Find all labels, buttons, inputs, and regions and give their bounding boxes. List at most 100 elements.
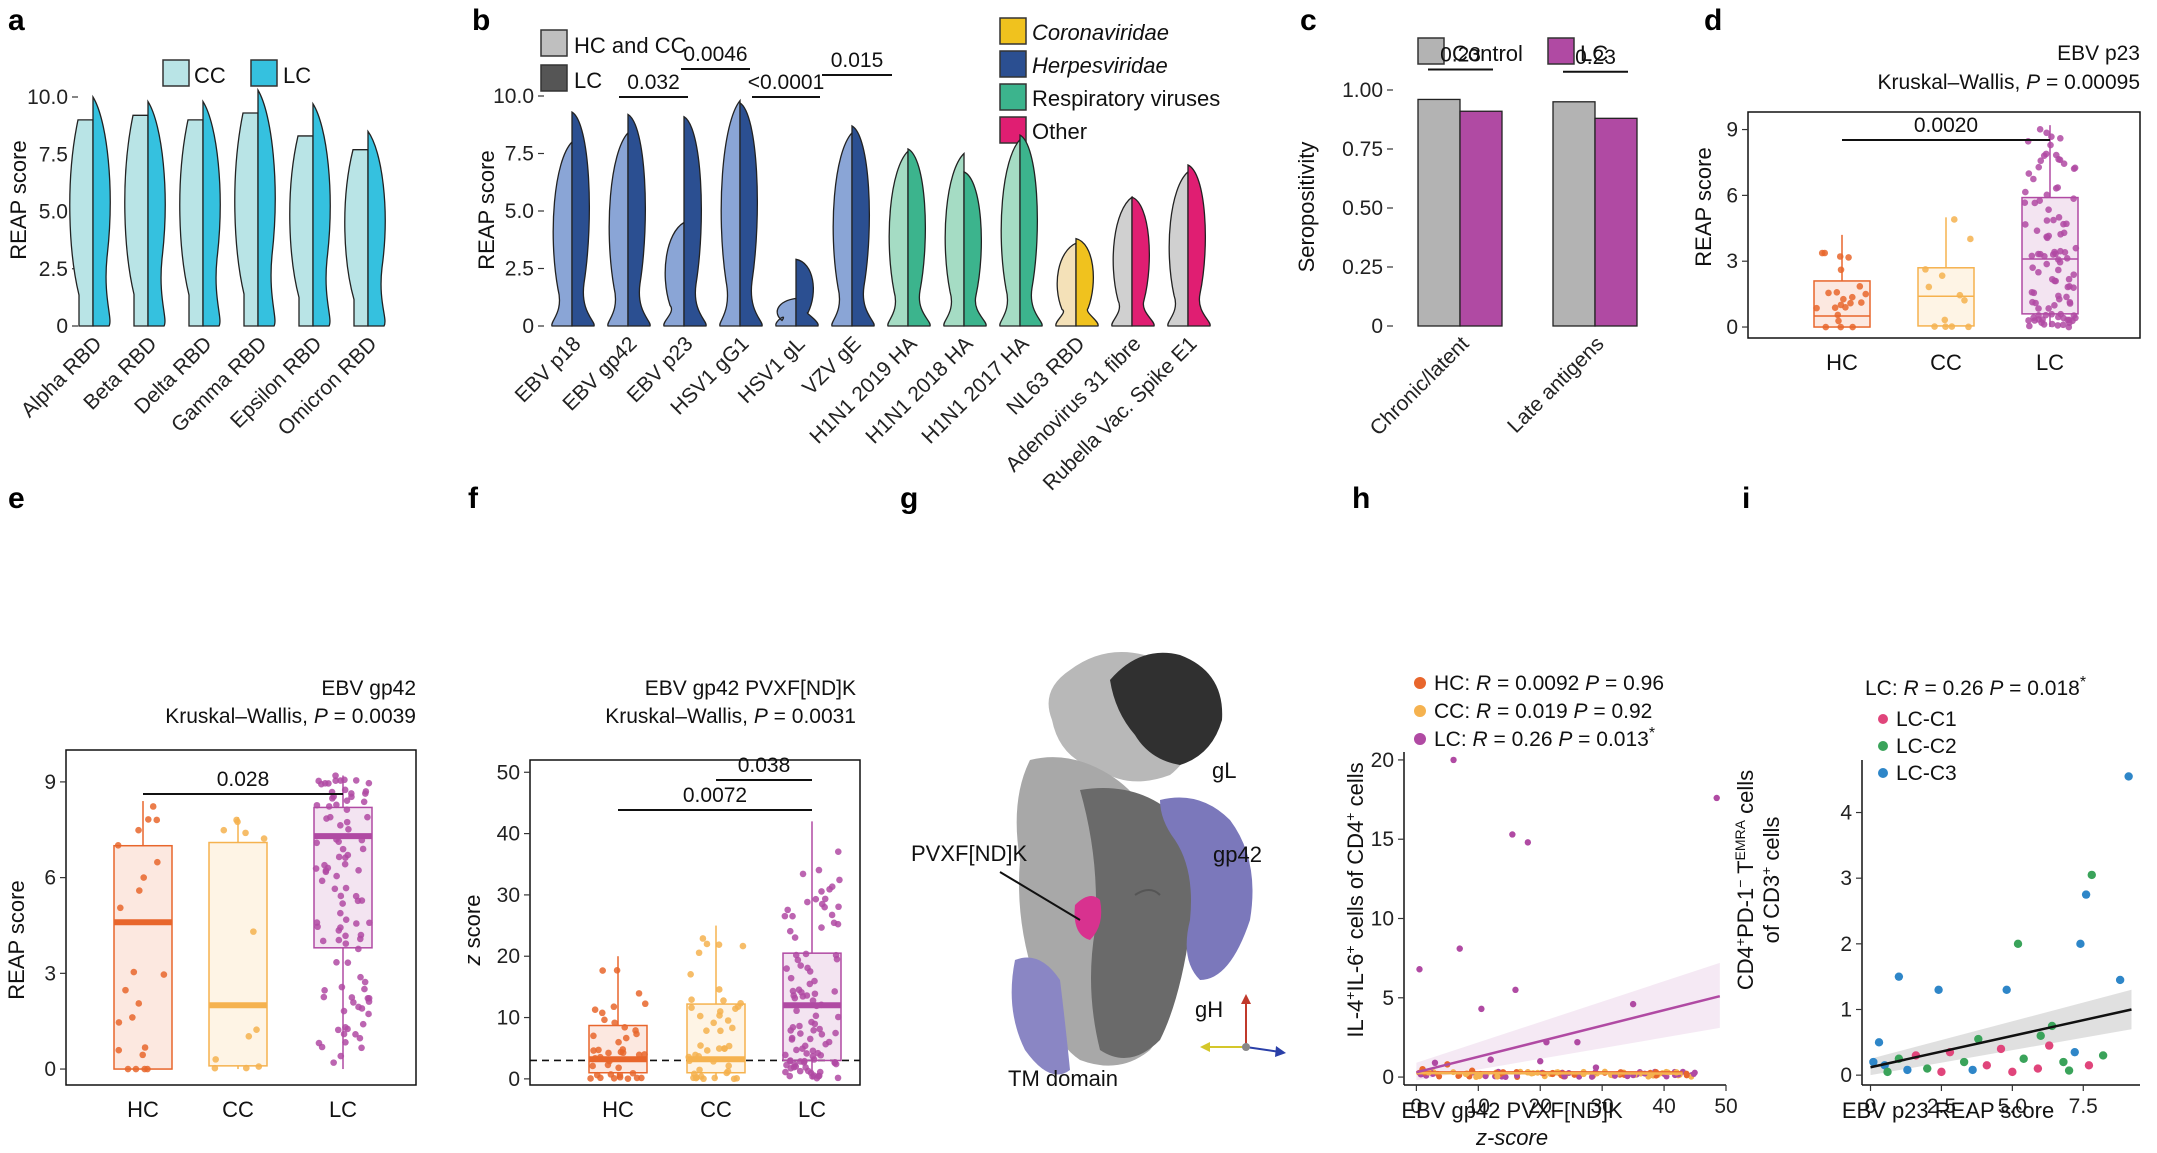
- fit-line-lc: [1416, 994, 1721, 1074]
- comparison-f-0-label: 0.0072: [683, 784, 747, 807]
- point-f: [730, 1075, 738, 1083]
- violin-control-1: [607, 131, 629, 327]
- point-e: [318, 1043, 326, 1051]
- point-e: [141, 1044, 149, 1051]
- point-f: [791, 994, 799, 1002]
- point-f: [807, 1069, 815, 1077]
- legend-stat-part: R: [1476, 700, 1491, 723]
- point-e: [343, 806, 351, 813]
- point-d: [2059, 321, 2067, 329]
- point-f: [806, 980, 814, 988]
- point-i: [1934, 985, 1943, 994]
- point-f: [700, 1075, 707, 1083]
- point-h: [1450, 756, 1457, 764]
- point-f: [715, 941, 723, 948]
- legend-stat-part: CC:: [1434, 700, 1476, 723]
- test-prefix-e: Kruskal–Wallis,: [165, 705, 314, 728]
- point-e: [332, 777, 339, 785]
- label-tm-domain: TM domain: [1008, 1066, 1118, 1091]
- point-d: [1922, 266, 1929, 273]
- y-tick-label: 2: [1840, 933, 1852, 956]
- point-e: [135, 887, 143, 894]
- legend-stat-star: *: [1649, 725, 1655, 742]
- y-axis-label-f: z score: [460, 895, 485, 967]
- point-d: [2036, 126, 2044, 133]
- violin-control-3: [719, 98, 741, 327]
- y-axis-label-h: IL-4+IL-6+ cells of CD4+ cells: [1342, 762, 1368, 1037]
- y-tick-label: 20: [497, 945, 520, 968]
- point-h: [1487, 1056, 1494, 1063]
- point-e: [313, 919, 321, 926]
- point-e: [335, 936, 343, 944]
- x-tick-label-f: HC: [602, 1097, 634, 1122]
- point-d: [2070, 165, 2078, 172]
- point-f: [835, 903, 842, 911]
- y-tick-label: 1: [1840, 998, 1852, 1021]
- panel-f: EBV gp42 PVXF[ND]K Kruskal–Wallis, P = 0…: [460, 677, 861, 1122]
- point-i: [2084, 1061, 2094, 1070]
- point-d: [1849, 323, 1856, 331]
- point-d: [1836, 253, 1844, 260]
- legend-stat-part: = 0.92: [1588, 700, 1653, 723]
- x-tick-label-i: 0: [1865, 1095, 1877, 1118]
- legend-stat-part: = 0.019: [1491, 700, 1573, 723]
- point-f: [818, 924, 825, 931]
- point-e: [242, 829, 249, 837]
- point-d: [2036, 197, 2043, 205]
- title-e: EBV gp42: [321, 677, 416, 700]
- point-e: [132, 1065, 140, 1073]
- legend-label-family: Coronaviridae: [1032, 20, 1169, 45]
- point-i: [2013, 939, 2023, 949]
- violin-control-11: [1167, 170, 1189, 327]
- y-tick-label: 0: [44, 1058, 56, 1081]
- point-e: [365, 779, 373, 787]
- point-d: [2043, 260, 2050, 268]
- point-e: [337, 892, 345, 900]
- point-d: [2063, 255, 2071, 262]
- point-d: [2030, 175, 2037, 183]
- point-i: [2002, 985, 2011, 994]
- point-e: [114, 841, 122, 849]
- y-tick-label: 10.0: [27, 86, 68, 109]
- point-f: [703, 1047, 711, 1054]
- point-d: [1925, 283, 1933, 291]
- point-d: [2064, 316, 2071, 324]
- x-tick-label-c: Late antigens: [1503, 332, 1608, 437]
- point-e: [335, 853, 343, 861]
- point-e: [355, 945, 362, 953]
- point-d: [2035, 163, 2043, 171]
- point-d: [1835, 317, 1842, 325]
- point-e: [343, 797, 351, 805]
- point-d: [1822, 323, 1830, 331]
- point-f: [619, 1046, 627, 1053]
- point-i: [1894, 972, 1904, 981]
- point-e: [365, 998, 373, 1005]
- y-tick-label: 9: [1726, 119, 1738, 142]
- point-f: [711, 1074, 718, 1082]
- title-f: EBV gp42 PVXF[ND]K: [645, 677, 856, 700]
- point-e: [338, 983, 346, 991]
- point-e: [140, 874, 147, 881]
- point-f: [629, 1069, 637, 1077]
- point-d: [2043, 129, 2050, 137]
- point-f: [723, 1069, 731, 1077]
- point-f: [811, 990, 819, 998]
- point-f: [732, 1005, 739, 1012]
- point-i: [1874, 1038, 1884, 1047]
- point-f: [818, 888, 825, 895]
- y-tick-label: 2.5: [39, 258, 68, 281]
- point-h: [1592, 1064, 1600, 1071]
- point-h: [1416, 966, 1423, 973]
- point-d: [1831, 304, 1839, 311]
- point-e: [345, 826, 352, 833]
- y-label-h-2: IL-6: [1343, 954, 1368, 992]
- point-f: [836, 876, 843, 884]
- violin-lc-1: [147, 99, 166, 327]
- plot-frame-d: [1747, 111, 2141, 339]
- comparison-c-1-label: 0.23: [1575, 46, 1616, 69]
- point-e: [122, 986, 129, 994]
- point-i: [2036, 1031, 2045, 1040]
- point-e: [339, 845, 347, 853]
- point-d: [2066, 283, 2073, 290]
- violin-lc-3: [257, 87, 276, 327]
